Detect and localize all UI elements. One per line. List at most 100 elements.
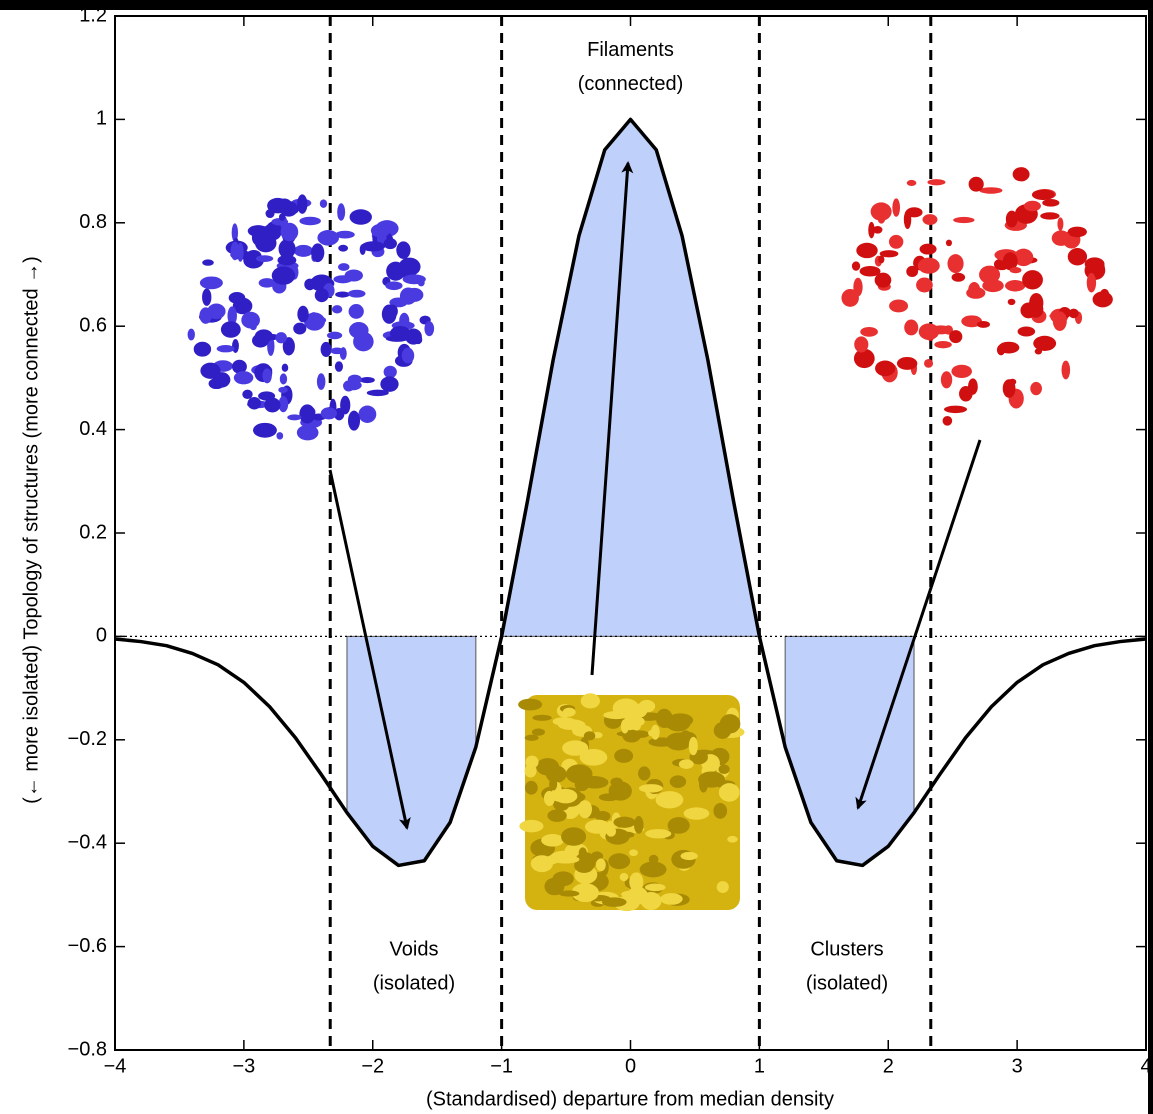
cube-texture [619, 872, 629, 882]
structure-blob [220, 321, 241, 338]
structure-blob [275, 332, 287, 344]
y-tick-label: 0.2 [79, 521, 107, 543]
arrow [855, 439, 982, 810]
structure-blob [979, 265, 1001, 284]
structure-blob [358, 405, 377, 423]
structure-blob [202, 259, 214, 266]
structure-blob [347, 289, 366, 298]
structure-blob [383, 365, 397, 379]
cube-texture [595, 858, 606, 872]
structure-blob [319, 199, 328, 208]
annotation: (isolated) [806, 973, 888, 995]
structure-blob [216, 344, 235, 353]
cube-texture [660, 893, 683, 905]
y-tick-label: −0.6 [68, 935, 107, 957]
structure-blob [1033, 335, 1057, 352]
structure-blob [917, 257, 940, 274]
structure-blob [287, 414, 302, 421]
structure-blob [854, 336, 869, 353]
structure-blob [968, 176, 984, 192]
structure-blob [1017, 326, 1036, 337]
structure-blob [396, 241, 411, 259]
structure-blob [386, 261, 406, 281]
cube-texture [719, 714, 741, 734]
cube-texture [524, 734, 539, 741]
structure-blob [347, 374, 362, 385]
y-tick-label: 0.8 [79, 211, 107, 233]
structure-blob [401, 347, 415, 364]
x-tick-label: 0 [625, 1055, 636, 1077]
x-tick-label: 2 [883, 1055, 894, 1077]
cube-texture [667, 713, 694, 727]
cube-texture [644, 883, 666, 892]
structure-blob [1007, 298, 1016, 306]
cube-texture [629, 849, 638, 857]
structure-blob [280, 222, 299, 242]
structure-blob [311, 243, 325, 263]
structure-blob [259, 333, 281, 341]
structure-blob [1009, 267, 1022, 274]
structure-blob [278, 396, 289, 413]
structure-blob [1004, 280, 1026, 292]
structure-blob [896, 356, 918, 370]
structure-blob [1040, 212, 1060, 220]
structure-blob [386, 304, 398, 318]
structure-blob [919, 243, 937, 255]
structure-blob [851, 261, 861, 271]
cube-texture [581, 776, 609, 789]
cube-texture [645, 829, 672, 839]
structure-blob [874, 272, 892, 288]
annotation: (isolated) [373, 973, 455, 995]
cube-texture [519, 819, 544, 833]
annotation: (connected) [578, 73, 684, 95]
structure-blob [414, 334, 423, 345]
structure-blob [299, 404, 316, 424]
cube-texture [518, 698, 543, 711]
structure-blob [916, 277, 933, 293]
x-axis-label: (Standardised) departure from median den… [426, 1088, 834, 1110]
cube-texture [627, 886, 648, 905]
structure-blob [304, 312, 326, 331]
structure-blob [385, 335, 409, 342]
structure-blob [1042, 199, 1060, 207]
structure-blob [233, 371, 254, 385]
structure-blob [859, 266, 881, 277]
cube-texture [650, 724, 660, 740]
arrow [328, 469, 411, 830]
structure-blob [366, 389, 389, 397]
structure-blob [982, 279, 1004, 293]
cube-texture [683, 807, 710, 820]
cube-texture [622, 729, 641, 743]
cube-texture [680, 851, 698, 861]
structure-blob [193, 341, 212, 357]
cube-texture [561, 827, 587, 846]
structure-blob [1031, 189, 1055, 201]
structure-blob [337, 210, 345, 220]
structure-blob [212, 372, 231, 388]
cube-texture [580, 693, 600, 709]
structure-blob [903, 210, 912, 230]
structure-blob [889, 299, 909, 313]
structure-blob [892, 198, 901, 217]
cube-texture [613, 816, 636, 828]
cube-texture [627, 716, 645, 727]
structure-blob [282, 337, 295, 356]
cube-texture [608, 853, 631, 870]
structure-blob [872, 225, 883, 234]
structure-blob [304, 278, 316, 291]
cube-texture [698, 771, 726, 788]
structure-blob [853, 348, 875, 369]
structure-blob [316, 373, 326, 390]
structure-blob [922, 214, 938, 225]
structure-blob [297, 194, 308, 214]
y-tick-label: 0.6 [79, 314, 107, 336]
cube-texture [621, 831, 635, 838]
y-axis-label: (← more isolated) Topology of structures… [20, 256, 42, 804]
structure-blob [348, 322, 369, 339]
structure-blob [944, 405, 968, 414]
structure-blob [399, 287, 417, 305]
structure-blob [281, 363, 289, 372]
structure-blob [1067, 248, 1088, 266]
structure-blob [333, 275, 353, 284]
